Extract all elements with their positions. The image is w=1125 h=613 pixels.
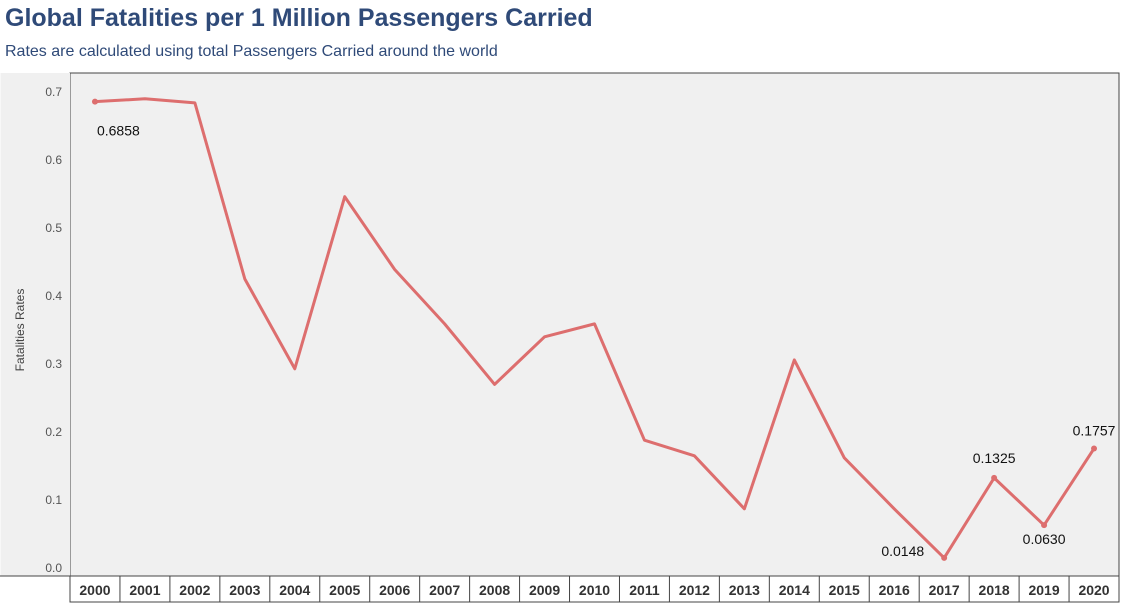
y-tick-label: 0.5 <box>45 221 62 235</box>
x-tick-label: 2007 <box>429 582 460 598</box>
chart-title: Global Fatalities per 1 Million Passenge… <box>5 4 593 32</box>
data-label: 0.1325 <box>973 450 1016 466</box>
x-tick-label: 2017 <box>929 582 960 598</box>
y-tick-label: 0.6 <box>45 153 62 167</box>
x-tick-label: 2011 <box>629 582 660 598</box>
x-tick-label: 2003 <box>229 582 260 598</box>
y-tick-label: 0.2 <box>45 425 62 439</box>
series-line <box>93 97 1096 560</box>
data-label: 0.1757 <box>1073 423 1116 439</box>
x-tick-label: 2001 <box>129 582 160 598</box>
x-tick-label: 2012 <box>679 582 710 598</box>
y-tick-label: 0.0 <box>45 561 62 575</box>
x-tick-label: 2000 <box>79 582 110 598</box>
x-tick-label: 2004 <box>279 582 310 598</box>
y-axis-panel <box>0 73 70 576</box>
x-tick-label: 2009 <box>529 582 560 598</box>
data-label: 0.0630 <box>1023 531 1066 547</box>
y-tick-label: 0.3 <box>45 357 62 371</box>
data-point-marker <box>1091 445 1098 452</box>
data-point-marker <box>991 474 998 481</box>
x-axis-band <box>69 575 1120 603</box>
x-tick-label: 2013 <box>729 582 760 598</box>
x-tick-label: 2002 <box>179 582 210 598</box>
y-tick-label: 0.7 <box>45 85 62 99</box>
y-tick-label: 0.1 <box>45 493 62 507</box>
y-tick-label: 0.4 <box>45 289 62 303</box>
chart-subtitle: Rates are calculated using total Passeng… <box>5 43 498 60</box>
x-tick-label: 2014 <box>779 582 810 598</box>
x-tick-label: 2010 <box>579 582 610 598</box>
x-tick-label: 2020 <box>1078 582 1109 598</box>
x-tick-label: 2005 <box>329 582 360 598</box>
data-point-marker <box>91 98 98 105</box>
chart-area: 0.0 0.1 0.2 0.3 0.4 0.5 0.6 0.7 Fatalities Rates… <box>0 72 1125 613</box>
data-point-marker <box>1041 522 1048 529</box>
data-label: 0.0148 <box>881 543 924 559</box>
data-point-marker <box>941 554 948 561</box>
x-tick-label: 2018 <box>979 582 1010 598</box>
data-label: 0.6858 <box>97 123 140 139</box>
x-tick-label: 2015 <box>829 582 860 598</box>
x-tick-label: 2019 <box>1028 582 1059 598</box>
x-tick-label: 2006 <box>379 582 410 598</box>
line-chart: 0.0 0.1 0.2 0.3 0.4 0.5 0.6 0.7 Fatalities Rates… <box>0 72 1120 603</box>
x-tick-label: 2016 <box>879 582 910 598</box>
y-axis-label: Fatalities Rates <box>13 289 27 372</box>
x-tick-label: 2008 <box>479 582 510 598</box>
